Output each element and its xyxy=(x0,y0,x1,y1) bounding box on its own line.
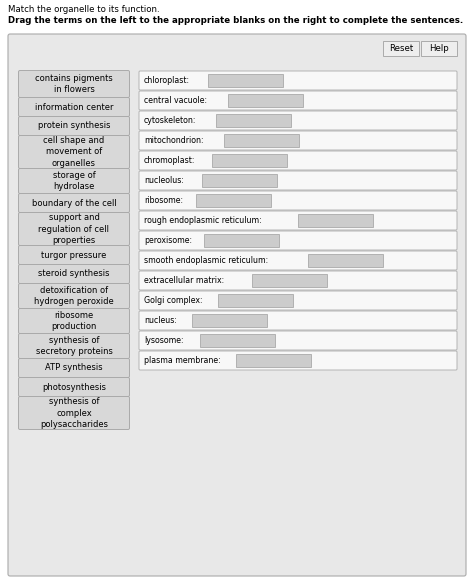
Bar xyxy=(224,134,299,147)
FancyBboxPatch shape xyxy=(18,397,129,430)
Text: lysosome:: lysosome: xyxy=(144,336,183,345)
Text: contains pigments
in flowers: contains pigments in flowers xyxy=(35,74,113,94)
FancyBboxPatch shape xyxy=(18,359,129,377)
FancyBboxPatch shape xyxy=(139,331,457,350)
Text: boundary of the cell: boundary of the cell xyxy=(32,199,117,207)
Text: extracellular matrix:: extracellular matrix: xyxy=(144,276,224,285)
Text: photosynthesis: photosynthesis xyxy=(42,383,106,391)
Text: storage of
hydrolase: storage of hydrolase xyxy=(53,171,95,191)
Text: cell shape and
movement of
organelles: cell shape and movement of organelles xyxy=(44,137,105,168)
FancyBboxPatch shape xyxy=(18,308,129,333)
FancyBboxPatch shape xyxy=(18,97,129,117)
Text: smooth endoplasmic reticulum:: smooth endoplasmic reticulum: xyxy=(144,256,268,265)
FancyBboxPatch shape xyxy=(18,264,129,284)
Bar xyxy=(200,334,275,347)
Bar xyxy=(218,294,293,307)
Text: synthesis of
secretory proteins: synthesis of secretory proteins xyxy=(36,336,112,356)
FancyBboxPatch shape xyxy=(18,70,129,97)
FancyBboxPatch shape xyxy=(139,291,457,310)
Bar xyxy=(202,174,277,187)
FancyBboxPatch shape xyxy=(139,71,457,90)
FancyBboxPatch shape xyxy=(139,111,457,130)
FancyBboxPatch shape xyxy=(139,131,457,150)
Bar xyxy=(298,214,373,227)
Text: Match the organelle to its function.: Match the organelle to its function. xyxy=(8,5,160,14)
Text: detoxification of
hydrogen peroxide: detoxification of hydrogen peroxide xyxy=(34,286,114,306)
FancyBboxPatch shape xyxy=(18,246,129,264)
FancyBboxPatch shape xyxy=(18,284,129,308)
Bar xyxy=(196,194,271,207)
Text: chromoplast:: chromoplast: xyxy=(144,156,195,165)
Text: cytoskeleton:: cytoskeleton: xyxy=(144,116,196,125)
FancyBboxPatch shape xyxy=(139,351,457,370)
Text: information center: information center xyxy=(35,103,113,111)
FancyBboxPatch shape xyxy=(139,211,457,230)
FancyBboxPatch shape xyxy=(18,135,129,169)
Text: support and
regulation of cell
properties: support and regulation of cell propertie… xyxy=(38,213,109,244)
Text: ribosome
production: ribosome production xyxy=(51,311,97,331)
Bar xyxy=(308,254,383,267)
FancyBboxPatch shape xyxy=(18,193,129,213)
Text: turgor pressure: turgor pressure xyxy=(41,250,107,260)
Text: protein synthesis: protein synthesis xyxy=(38,121,110,131)
FancyBboxPatch shape xyxy=(139,171,457,190)
Bar xyxy=(212,154,287,167)
Text: nucleolus:: nucleolus: xyxy=(144,176,184,185)
FancyBboxPatch shape xyxy=(18,213,129,246)
FancyBboxPatch shape xyxy=(139,91,457,110)
Text: synthesis of
complex
polysaccharides: synthesis of complex polysaccharides xyxy=(40,397,108,428)
FancyBboxPatch shape xyxy=(139,251,457,270)
Text: central vacuole:: central vacuole: xyxy=(144,96,207,105)
Text: nucleus:: nucleus: xyxy=(144,316,177,325)
Bar xyxy=(216,114,291,127)
Bar xyxy=(236,354,311,367)
FancyBboxPatch shape xyxy=(139,311,457,330)
Text: rough endoplasmic reticulum:: rough endoplasmic reticulum: xyxy=(144,216,262,225)
FancyBboxPatch shape xyxy=(18,333,129,359)
Bar xyxy=(228,94,303,107)
FancyBboxPatch shape xyxy=(18,117,129,135)
FancyBboxPatch shape xyxy=(8,34,466,576)
Text: ribosome:: ribosome: xyxy=(144,196,183,205)
Bar xyxy=(208,74,283,87)
Bar xyxy=(204,234,279,247)
Text: ATP synthesis: ATP synthesis xyxy=(45,363,103,373)
Text: Reset: Reset xyxy=(389,44,413,53)
FancyBboxPatch shape xyxy=(139,191,457,210)
FancyBboxPatch shape xyxy=(139,271,457,290)
Text: peroxisome:: peroxisome: xyxy=(144,236,192,245)
FancyBboxPatch shape xyxy=(139,151,457,170)
Text: Help: Help xyxy=(429,44,449,53)
Text: chloroplast:: chloroplast: xyxy=(144,76,190,85)
Text: mitochondrion:: mitochondrion: xyxy=(144,136,203,145)
Text: Golgi complex:: Golgi complex: xyxy=(144,296,202,305)
Bar xyxy=(192,314,267,327)
Bar xyxy=(252,274,327,287)
FancyBboxPatch shape xyxy=(18,377,129,397)
FancyBboxPatch shape xyxy=(139,231,457,250)
Text: Drag the terms on the left to the appropriate blanks on the right to complete th: Drag the terms on the left to the approp… xyxy=(8,16,463,25)
FancyBboxPatch shape xyxy=(383,41,419,56)
Text: plasma membrane:: plasma membrane: xyxy=(144,356,220,365)
FancyBboxPatch shape xyxy=(421,41,457,56)
FancyBboxPatch shape xyxy=(18,169,129,193)
Text: steroid synthesis: steroid synthesis xyxy=(38,270,110,278)
